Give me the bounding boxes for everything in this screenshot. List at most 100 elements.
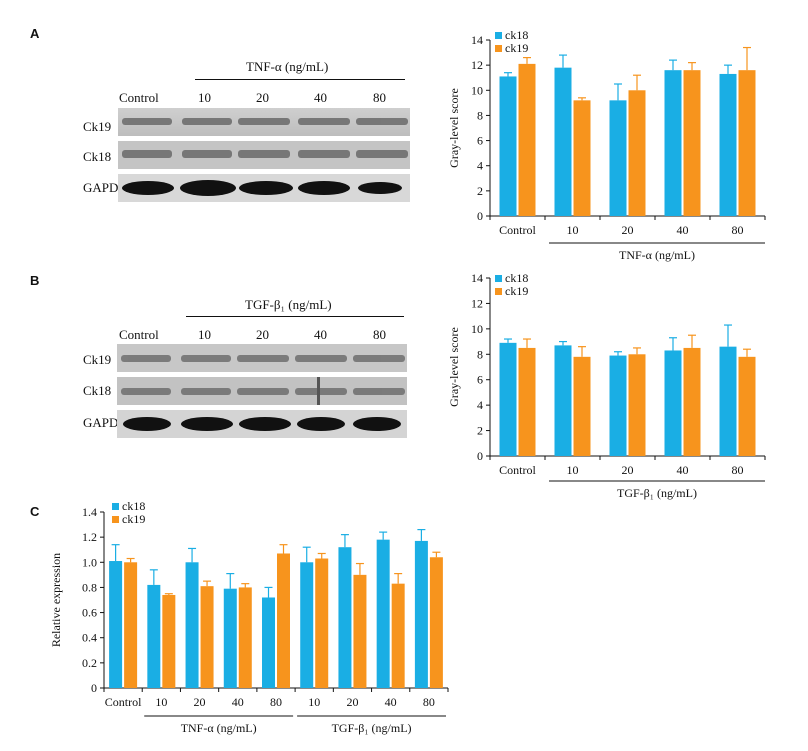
y-tick-label: 8 <box>477 108 483 122</box>
bar-ck18 <box>414 540 428 688</box>
western-blot-b <box>117 344 407 438</box>
blot-b-lane-40: 40 <box>314 327 327 342</box>
blot-b-treatment-line <box>186 316 404 317</box>
legend-swatch-ck18 <box>495 275 502 282</box>
band <box>181 355 231 362</box>
bar-ck18 <box>664 350 682 456</box>
legend-swatch-ck18 <box>495 32 502 39</box>
band <box>123 417 171 431</box>
y-tick-label: 0.6 <box>82 606 97 620</box>
blot-b-row-ck19: Ck19 <box>83 352 112 367</box>
y-tick-label: 0.2 <box>82 656 97 670</box>
y-axis-label: Gray-level score <box>447 327 461 407</box>
panel-label-c: C <box>30 504 40 519</box>
bar-ck19 <box>277 553 290 688</box>
bar-ck19 <box>683 347 701 456</box>
x-tick-label: 40 <box>232 695 244 709</box>
x-tick-label: 80 <box>270 695 282 709</box>
bar-ck18 <box>499 342 517 456</box>
bar-ck18 <box>499 76 517 216</box>
chart-a: 0 2 4 6 8 10 12 14 Gray-level score Control 10 20 40… <box>447 30 766 262</box>
band <box>122 118 172 125</box>
legend-label-ck19: ck19 <box>122 512 145 526</box>
band <box>182 118 232 125</box>
x-tick-label: 80 <box>732 463 744 477</box>
x-tick-label: 20 <box>622 463 634 477</box>
group-label: TGF-β₁ (ng/mL) <box>332 721 412 735</box>
bar-ck18 <box>719 73 737 216</box>
bar-ck19 <box>628 90 646 216</box>
x-tick-label: 40 <box>677 463 689 477</box>
legend-label-ck19: ck19 <box>505 284 528 298</box>
band <box>295 355 347 362</box>
bar-ck19 <box>353 574 367 688</box>
y-tick-label: 8 <box>477 347 483 361</box>
bar-ck19 <box>315 558 329 688</box>
bar-ck19 <box>429 557 443 688</box>
blot-a-treatment-line <box>195 79 405 80</box>
band <box>180 180 236 196</box>
bar-ck19 <box>124 562 138 688</box>
band <box>298 150 350 158</box>
band <box>298 118 350 125</box>
blot-b-lane-80: 80 <box>373 327 386 342</box>
legend-swatch-ck18 <box>112 503 119 510</box>
bar-ck19 <box>738 70 756 216</box>
bar-ck18 <box>223 588 237 688</box>
y-tick-label: 0.4 <box>82 631 97 645</box>
band <box>182 150 232 158</box>
bar-ck18 <box>719 346 737 456</box>
y-tick-label: 14 <box>471 33 483 47</box>
band <box>122 150 172 158</box>
y-tick-label: 2 <box>477 424 483 438</box>
y-tick-label: 10 <box>471 322 483 336</box>
y-tick-label: 1.0 <box>82 555 97 569</box>
band <box>356 150 408 158</box>
x-tick-label: 10 <box>567 223 579 237</box>
blot-a-row-ck19: Ck19 <box>83 119 112 134</box>
group-label: TGF-β₁ (ng/mL) <box>617 486 697 500</box>
panel-label-b: B <box>30 273 40 288</box>
legend-label-ck18: ck18 <box>505 30 528 42</box>
y-tick-label: 12 <box>471 58 483 72</box>
band <box>353 355 405 362</box>
bar-ck18 <box>609 100 627 216</box>
y-tick-label: 2 <box>477 184 483 198</box>
band <box>181 417 233 431</box>
band <box>239 417 291 431</box>
group-label: TNF-α (ng/mL) <box>181 721 257 735</box>
blot-a-lane-control: Control <box>119 90 159 105</box>
bar-ck18 <box>338 547 352 688</box>
bar-ck19 <box>518 347 536 456</box>
blot-artifact <box>317 377 320 405</box>
bar-ck18 <box>554 67 572 217</box>
blot-a-row-gapdh: GAPDH <box>83 180 128 195</box>
chart-b: 0 2 4 6 8 10 12 14 Gray-level score Control 10 20 40… <box>447 271 766 500</box>
band <box>295 388 347 395</box>
band <box>298 181 350 195</box>
band <box>181 388 231 395</box>
bar-ck18 <box>554 345 572 456</box>
bar-ck19 <box>738 356 756 456</box>
blot-a-lane-20: 20 <box>256 90 269 105</box>
blot-b-row-gapdh: GAPDH <box>83 415 128 430</box>
y-tick-label: 12 <box>471 296 483 310</box>
blot-a-lane-80: 80 <box>373 90 386 105</box>
y-tick-label: 4 <box>477 159 483 173</box>
bar-ck18 <box>185 562 199 688</box>
y-tick-label: 1.4 <box>82 505 97 519</box>
x-tick-label: 80 <box>423 695 435 709</box>
bar-ck19 <box>162 594 176 688</box>
blot-b-lane-10: 10 <box>198 327 211 342</box>
y-tick-label: 0 <box>477 449 483 463</box>
band <box>237 388 289 395</box>
bar-ck19 <box>518 63 536 217</box>
x-tick-label: 80 <box>732 223 744 237</box>
band <box>358 182 402 194</box>
bar-ck19 <box>238 587 252 688</box>
band <box>239 181 293 195</box>
band <box>121 355 171 362</box>
legend-label-ck18: ck18 <box>505 271 528 285</box>
y-tick-label: 4 <box>477 398 483 412</box>
bar-ck18 <box>109 561 123 688</box>
